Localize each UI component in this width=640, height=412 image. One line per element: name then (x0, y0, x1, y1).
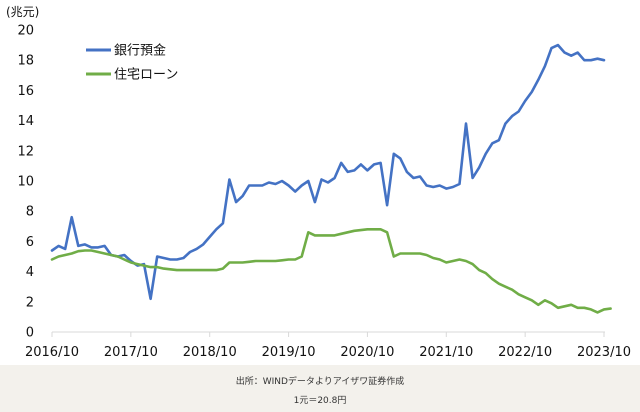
footer: 出所：WINDデータよりアイザワ証券作成 1元＝20.8円 (0, 365, 640, 412)
y-axis-ticks: 0 2 4 6 8 10 12 14 16 18 20 (17, 24, 34, 341)
series-line-1 (50, 43, 606, 301)
y-tick-label: 16 (17, 84, 34, 99)
y-tick-label: 10 (17, 175, 34, 190)
y-tick-label: 0 (26, 326, 34, 341)
y-tick-label: 8 (26, 205, 34, 220)
y-tick-label: 2 (26, 295, 34, 310)
y-tick-label: 6 (26, 235, 34, 250)
x-tick-label: 2021/10 (419, 345, 473, 360)
source-note: 出所：WINDデータよりアイザワ証券作成 (235, 377, 405, 387)
x-tick-label: 2016/10 (25, 345, 79, 360)
series-line-2 (50, 228, 612, 314)
y-axis-unit-label: (兆元) (6, 5, 39, 19)
x-axis: 2016/10 2017/10 2018/10 2019/10 2020/10 2021/… (25, 331, 631, 360)
y-tick-label: 14 (17, 114, 34, 129)
x-tick-label: 2018/10 (183, 345, 237, 360)
x-tick-label: 2022/10 (498, 345, 552, 360)
y-tick-label: 12 (17, 144, 34, 159)
chart-area: 0 2 4 6 8 10 12 14 16 18 20 2016/10 2017/10 2018/10 2… (6, 5, 632, 360)
y-tick-label: 18 (17, 54, 34, 69)
x-tick-label: 2017/10 (104, 345, 158, 360)
exchange-rate-note: 1元＝20.8円 (293, 396, 347, 406)
legend-label: 住宅ローン (114, 68, 178, 83)
x-tick-label: 2023/10 (577, 345, 631, 360)
legend-label: 銀行預金 (114, 43, 166, 59)
x-tick-label: 2020/10 (340, 345, 394, 360)
series-lines (50, 43, 612, 314)
y-tick-label: 20 (17, 24, 34, 39)
y-tick-label: 4 (26, 265, 34, 280)
x-tick-label: 2019/10 (262, 345, 316, 360)
